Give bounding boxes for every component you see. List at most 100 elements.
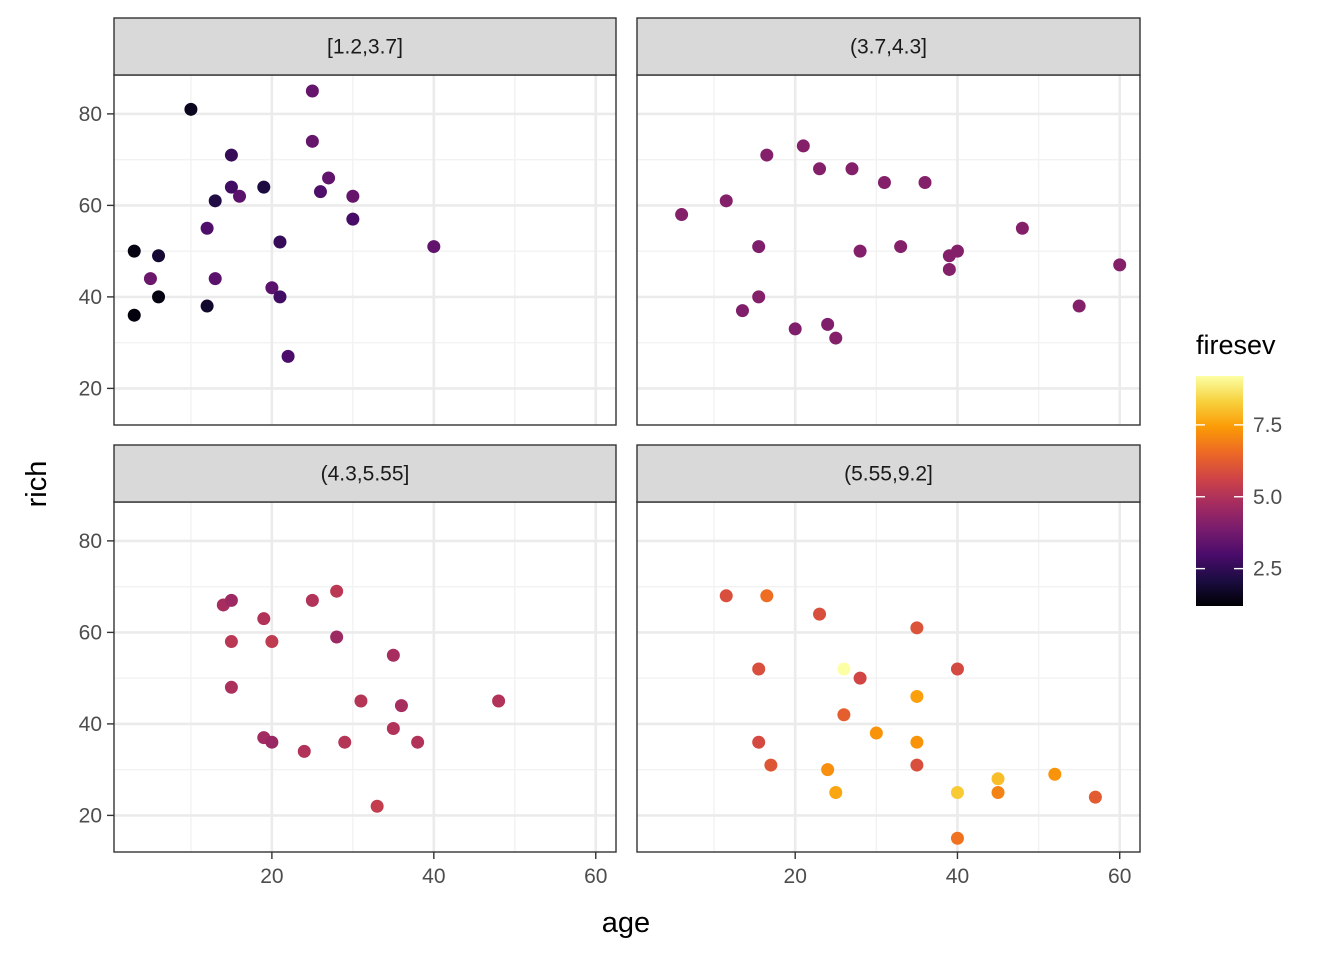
- data-point: [265, 281, 279, 295]
- data-point: [305, 84, 319, 98]
- data-point: [330, 584, 344, 598]
- data-point: [1015, 221, 1029, 235]
- data-point: [942, 262, 956, 276]
- panel-background: [114, 502, 616, 852]
- legend-tick-label: 7.5: [1253, 414, 1282, 437]
- data-point: [1088, 790, 1102, 804]
- data-point: [821, 317, 835, 331]
- data-point: [281, 349, 295, 363]
- data-point: [853, 244, 867, 258]
- data-point: [764, 758, 778, 772]
- data-point: [346, 189, 360, 203]
- data-point: [208, 194, 222, 208]
- data-point: [1048, 767, 1062, 781]
- data-point: [127, 244, 141, 258]
- data-point: [305, 593, 319, 607]
- data-point: [918, 176, 932, 190]
- data-point: [224, 635, 238, 649]
- strip-label: (3.7,4.3]: [850, 36, 927, 59]
- x-tick-label: 60: [1108, 865, 1131, 888]
- data-point: [200, 221, 214, 235]
- y-axis-title: rich: [21, 461, 53, 508]
- data-point: [273, 290, 287, 304]
- data-point: [257, 612, 271, 626]
- data-point: [386, 721, 400, 735]
- data-point: [265, 735, 279, 749]
- data-point: [1072, 299, 1086, 313]
- strip-label: [1.2,3.7]: [327, 36, 403, 59]
- panel-3: (4.3,5.55]: [113, 444, 617, 853]
- x-tick-label: 40: [422, 865, 445, 888]
- data-point: [492, 694, 506, 708]
- data-point: [760, 589, 774, 603]
- data-point: [752, 290, 766, 304]
- legend-colorbar: [1196, 376, 1243, 606]
- data-point: [273, 235, 287, 249]
- data-point: [910, 735, 924, 749]
- data-point: [346, 212, 360, 226]
- data-point: [796, 139, 810, 153]
- data-point: [837, 662, 851, 676]
- y-tick-label: 40: [79, 713, 102, 736]
- data-point: [127, 308, 141, 322]
- strip-background: [636, 444, 1141, 503]
- strip-background: [113, 17, 617, 76]
- data-point: [200, 299, 214, 313]
- data-point: [853, 671, 867, 685]
- data-point: [224, 180, 238, 194]
- data-point: [152, 249, 166, 263]
- panels: [1.2,3.7] (3.7,4.3] (4.3,5.55] (5.55,9.2]: [113, 17, 1141, 853]
- data-point: [224, 593, 238, 607]
- x-tick-label: 20: [260, 865, 283, 888]
- data-point: [1113, 258, 1127, 272]
- data-point: [910, 758, 924, 772]
- data-point: [752, 735, 766, 749]
- data-point: [950, 244, 964, 258]
- strip-label: (5.55,9.2]: [844, 463, 933, 486]
- data-point: [991, 786, 1005, 800]
- x-tick-label: 40: [946, 865, 969, 888]
- panel-4: (5.55,9.2]: [636, 444, 1141, 853]
- data-point: [427, 240, 441, 254]
- data-point: [910, 621, 924, 635]
- data-point: [829, 786, 843, 800]
- data-point: [869, 726, 883, 740]
- panel-background: [637, 75, 1140, 425]
- data-point: [338, 735, 352, 749]
- strip-background: [636, 17, 1141, 76]
- data-point: [735, 304, 749, 318]
- data-point: [950, 786, 964, 800]
- x-tick-label: 20: [784, 865, 807, 888]
- data-point: [265, 635, 279, 649]
- data-point: [305, 134, 319, 148]
- data-point: [821, 763, 835, 777]
- data-point: [788, 322, 802, 336]
- data-point: [143, 272, 157, 286]
- panel-1: [1.2,3.7]: [113, 17, 617, 426]
- data-point: [370, 799, 384, 813]
- data-point: [877, 176, 891, 190]
- data-point: [386, 648, 400, 662]
- data-point: [224, 148, 238, 162]
- data-point: [845, 162, 859, 176]
- x-tick-label: 60: [584, 865, 607, 888]
- data-point: [394, 699, 408, 713]
- y-tick-label: 20: [79, 377, 102, 400]
- data-point: [894, 240, 908, 254]
- data-point: [233, 189, 246, 203]
- y-tick-label: 80: [79, 530, 102, 553]
- panel-background: [114, 75, 616, 425]
- data-point: [719, 589, 733, 603]
- data-point: [208, 272, 222, 286]
- panel-2: (3.7,4.3]: [636, 17, 1141, 426]
- data-point: [760, 148, 774, 162]
- data-point: [910, 689, 924, 703]
- data-point: [813, 162, 827, 176]
- data-point: [257, 180, 271, 194]
- data-point: [411, 735, 425, 749]
- data-point: [752, 240, 766, 254]
- legend-tick-label: 2.5: [1253, 558, 1282, 581]
- data-point: [297, 744, 311, 758]
- data-point: [152, 290, 166, 304]
